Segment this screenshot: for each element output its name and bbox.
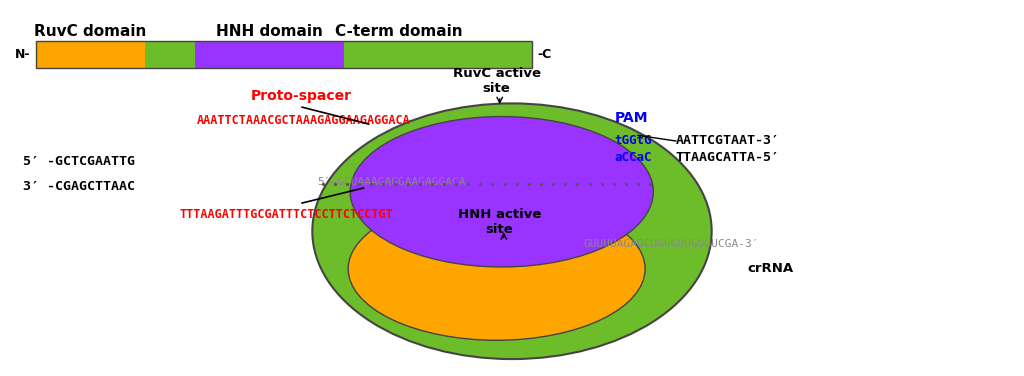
- Text: RuvC domain: RuvC domain: [34, 24, 146, 39]
- Text: 3′ -CGAGCTTAAC: 3′ -CGAGCTTAAC: [23, 180, 134, 193]
- Ellipse shape: [312, 103, 712, 359]
- Text: AATTCGTAAT-3′: AATTCGTAAT-3′: [676, 135, 780, 147]
- Text: GUUUUAGAGCUGUGUUGUUUCGA-3′: GUUUUAGAGCUGUGUUGUUUCGA-3′: [584, 240, 759, 249]
- Text: C-term domain: C-term domain: [335, 24, 462, 39]
- Text: HNH active
site: HNH active site: [458, 208, 542, 236]
- Bar: [36, 41, 532, 68]
- Text: aCCaC: aCCaC: [614, 152, 652, 164]
- Ellipse shape: [350, 117, 653, 267]
- Text: TTTAAGATTTGCGATTTCTCCTTCTCCTGT: TTTAAGATTTGCGATTTCTCCTTCTCCTGT: [179, 208, 393, 221]
- Text: PAM: PAM: [614, 111, 648, 126]
- Text: TTAAGCATTA-5′: TTAAGCATTA-5′: [676, 152, 780, 164]
- Text: N-: N-: [15, 48, 31, 61]
- Bar: [344, 41, 532, 68]
- Text: 5′ -GCTCGAATTG: 5′ -GCTCGAATTG: [23, 155, 134, 168]
- Bar: [36, 41, 145, 68]
- Text: -C: -C: [538, 48, 552, 61]
- Text: 5′–GCUAAAGAGGAAGAGGACA: 5′–GCUAAAGAGGAAGAGGACA: [317, 177, 466, 187]
- Text: RuvC active
site: RuvC active site: [453, 67, 541, 95]
- Text: tGGtG: tGGtG: [614, 135, 652, 147]
- Text: AAATTCTAAACGCTAAAGAGGAAGAGGACA: AAATTCTAAACGCTAAAGAGGAAGAGGACA: [197, 114, 411, 127]
- Bar: [195, 41, 344, 68]
- Bar: [145, 41, 195, 68]
- Text: crRNA: crRNA: [748, 262, 794, 275]
- Ellipse shape: [348, 197, 645, 340]
- Text: Proto-spacer: Proto-spacer: [251, 89, 352, 103]
- Text: HNH domain: HNH domain: [216, 24, 323, 39]
